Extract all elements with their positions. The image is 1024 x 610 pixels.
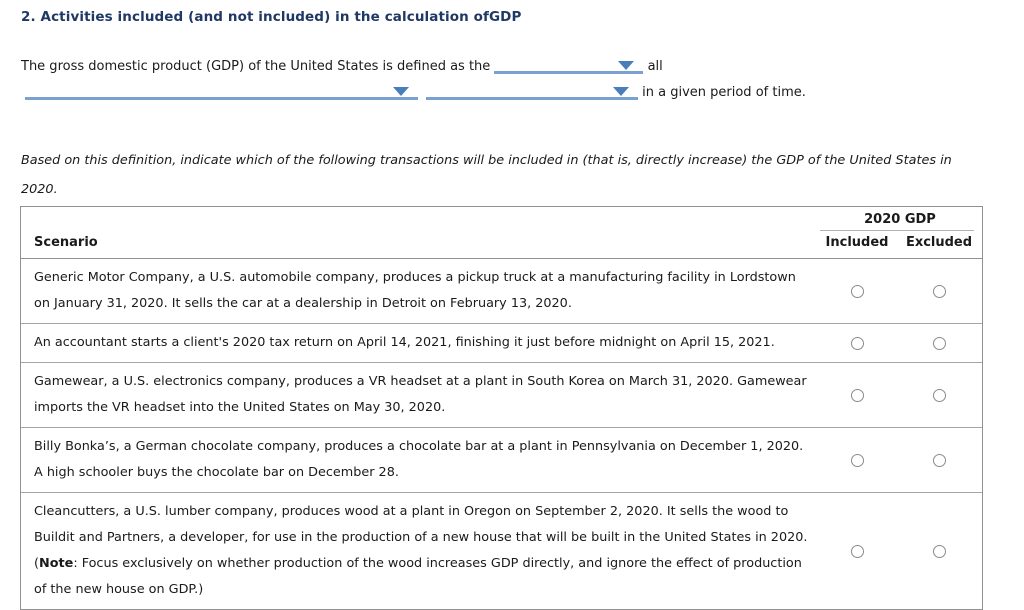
definition-suffix-text: in a given period of time. bbox=[642, 85, 806, 100]
excluded-cell bbox=[896, 259, 982, 323]
instructions-line-2: 2020. bbox=[21, 182, 58, 197]
included-radio[interactable] bbox=[850, 336, 864, 350]
excluded-cell bbox=[896, 363, 982, 427]
included-cell bbox=[818, 428, 896, 492]
included-cell bbox=[818, 363, 896, 427]
excluded-cell bbox=[896, 428, 982, 492]
definition-dropdown-1[interactable] bbox=[494, 58, 644, 74]
excluded-radio[interactable] bbox=[932, 388, 946, 402]
included-radio[interactable] bbox=[850, 453, 864, 467]
chevron-down-icon bbox=[393, 87, 409, 96]
included-column-header: Included bbox=[825, 235, 889, 250]
definition-line-1: The gross domestic product (GDP) of the … bbox=[21, 58, 663, 74]
included-cell bbox=[818, 259, 896, 323]
included-cell bbox=[818, 324, 896, 362]
definition-dropdown-3[interactable] bbox=[426, 84, 638, 100]
chevron-down-icon bbox=[618, 61, 635, 70]
scenario-rows: Generic Motor Company, a U.S. automobile… bbox=[21, 259, 982, 609]
excluded-radio[interactable] bbox=[932, 284, 946, 298]
table-row: An accountant starts a client's 2020 tax… bbox=[21, 323, 982, 362]
gdp-table: Scenario 2020 GDP Included Excluded Gene… bbox=[20, 206, 983, 610]
scenario-column-header: Scenario bbox=[34, 235, 98, 250]
scenario-text: Billy Bonka’s, a German chocolate compan… bbox=[34, 439, 804, 480]
definition-prefix-text: The gross domestic product (GDP) of the … bbox=[21, 59, 491, 74]
table-row: Billy Bonka’s, a German chocolate compan… bbox=[21, 427, 982, 492]
scenario-text: Cleancutters, a U.S. lumber company, pro… bbox=[34, 504, 808, 597]
excluded-radio[interactable] bbox=[932, 453, 946, 467]
scenario-text: An accountant starts a client's 2020 tax… bbox=[34, 335, 775, 350]
excluded-radio[interactable] bbox=[932, 544, 946, 558]
table-row: Generic Motor Company, a U.S. automobile… bbox=[21, 259, 982, 323]
included-cell bbox=[818, 493, 896, 609]
excluded-radio[interactable] bbox=[932, 336, 946, 350]
instructions-line-1: Based on this definition, indicate which… bbox=[21, 153, 952, 168]
scenario-text: Generic Motor Company, a U.S. automobile… bbox=[34, 270, 796, 311]
table-row: Gamewear, a U.S. electronics company, pr… bbox=[21, 362, 982, 427]
excluded-cell bbox=[896, 324, 982, 362]
question-title: 2. Activities included (and not included… bbox=[21, 9, 522, 25]
included-radio[interactable] bbox=[850, 388, 864, 402]
group-header-2020-gdp: 2020 GDP bbox=[864, 212, 936, 227]
definition-dropdown-2[interactable] bbox=[25, 84, 418, 100]
gdp-column-group: 2020 GDP Included Excluded bbox=[818, 207, 982, 258]
instructions-paragraph: Based on this definition, indicate which… bbox=[21, 146, 952, 204]
group-columns: Included Excluded bbox=[818, 231, 982, 258]
definition-line-2: in a given period of time. bbox=[25, 84, 806, 100]
table-header: Scenario 2020 GDP Included Excluded bbox=[21, 207, 982, 259]
included-radio[interactable] bbox=[850, 284, 864, 298]
excluded-cell bbox=[896, 493, 982, 609]
excluded-column-header: Excluded bbox=[905, 235, 973, 250]
group-header-divider bbox=[820, 230, 974, 231]
definition-all-text: all bbox=[647, 59, 663, 74]
chevron-down-icon bbox=[613, 87, 629, 96]
included-radio[interactable] bbox=[850, 544, 864, 558]
scenario-text: Gamewear, a U.S. electronics company, pr… bbox=[34, 374, 807, 415]
table-row: Cleancutters, a U.S. lumber company, pro… bbox=[21, 492, 982, 609]
